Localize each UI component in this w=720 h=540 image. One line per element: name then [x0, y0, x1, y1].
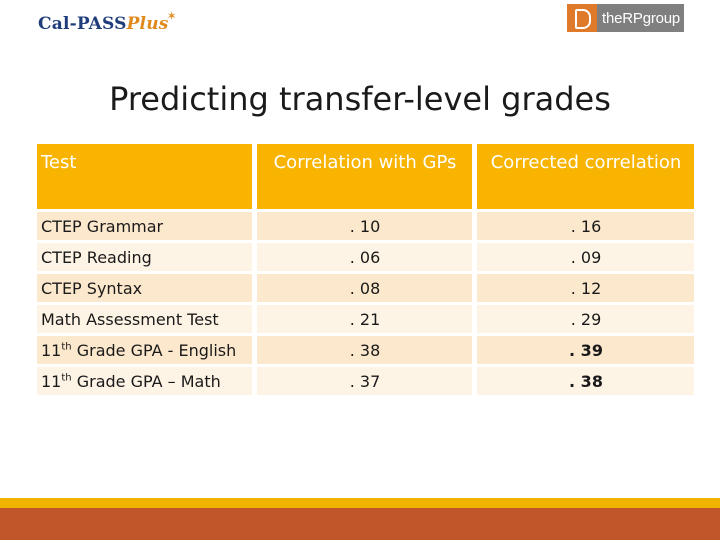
rp-group-logo-text: theRPgroup — [597, 4, 684, 32]
correlation-value: . 06 — [257, 243, 472, 271]
footer-band — [0, 508, 720, 540]
corrected-value: . 39 — [477, 336, 694, 364]
correlation-value: . 21 — [257, 305, 472, 333]
test-name: CTEP Syntax — [37, 274, 252, 302]
rp-group-mark-icon — [567, 4, 597, 32]
table-header-row: Test Correlation with GPs Corrected corr… — [37, 144, 694, 209]
slide-title: Predicting transfer-level grades — [109, 80, 611, 118]
correlation-table: Test Correlation with GPs Corrected corr… — [37, 141, 694, 398]
test-name: CTEP Grammar — [37, 212, 252, 240]
table-row: CTEP Syntax . 08 . 12 — [37, 274, 694, 302]
table-row: 11th Grade GPA - English . 38 . 39 — [37, 336, 694, 364]
table-row: CTEP Grammar . 10 . 16 — [37, 212, 694, 240]
star-icon: ✶ — [166, 9, 177, 23]
table-row: CTEP Reading . 06 . 09 — [37, 243, 694, 271]
footer-accent-bar — [0, 498, 720, 508]
corrected-value: . 16 — [477, 212, 694, 240]
cal-pass-logo-text: Cal-PASS — [38, 14, 127, 34]
table-row: 11th Grade GPA – Math . 37 . 38 — [37, 367, 694, 395]
correlation-value: . 10 — [257, 212, 472, 240]
corrected-value: . 29 — [477, 305, 694, 333]
header-corrected: Corrected correlation — [477, 144, 694, 209]
corrected-value: . 38 — [477, 367, 694, 395]
test-name: CTEP Reading — [37, 243, 252, 271]
correlation-value: . 38 — [257, 336, 472, 364]
test-name: 11th Grade GPA - English — [37, 336, 252, 364]
header-correlation: Correlation with GPs — [257, 144, 472, 209]
corrected-value: . 09 — [477, 243, 694, 271]
rp-group-logo: theRPgroup — [567, 4, 684, 32]
cal-pass-plus-logo: Cal-PASS Plus ✶ — [38, 9, 177, 38]
corrected-value: . 12 — [477, 274, 694, 302]
header-test: Test — [37, 144, 252, 209]
test-name: 11th Grade GPA – Math — [37, 367, 252, 395]
table-row: Math Assessment Test . 21 . 29 — [37, 305, 694, 333]
correlation-value: . 37 — [257, 367, 472, 395]
test-name: Math Assessment Test — [37, 305, 252, 333]
correlation-value: . 08 — [257, 274, 472, 302]
cal-pass-logo-accent: Plus — [126, 14, 169, 34]
